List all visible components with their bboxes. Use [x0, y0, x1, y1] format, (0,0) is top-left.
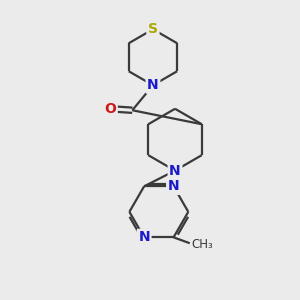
- Text: N: N: [169, 164, 181, 178]
- Text: N: N: [147, 78, 159, 92]
- Text: N: N: [138, 230, 150, 244]
- Text: S: S: [148, 22, 158, 36]
- Text: CH₃: CH₃: [191, 238, 213, 251]
- Text: N: N: [168, 179, 179, 193]
- Text: O: O: [104, 102, 116, 116]
